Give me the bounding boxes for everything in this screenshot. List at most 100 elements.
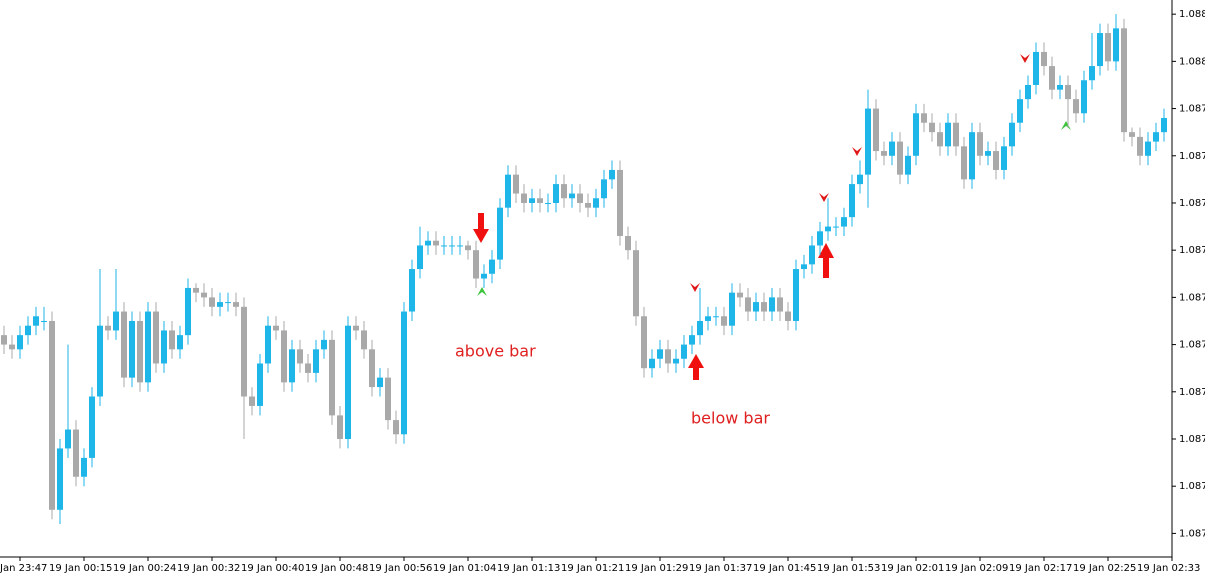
candle-body <box>369 349 375 388</box>
candle-body <box>609 169 615 180</box>
candle-body <box>1 335 7 345</box>
candle-body <box>1089 66 1095 81</box>
candle-body <box>257 363 263 406</box>
candle-body <box>297 349 303 364</box>
arrow-down <box>473 213 489 243</box>
candle-body <box>89 396 95 458</box>
candle-body <box>17 335 23 350</box>
candle-body <box>569 193 575 199</box>
candle-body <box>985 151 991 156</box>
candle-body <box>465 245 471 251</box>
candle-body <box>953 122 959 147</box>
candle-body <box>849 184 855 218</box>
candle-body <box>945 122 951 147</box>
candle-body <box>361 330 367 350</box>
candle-body <box>473 250 479 279</box>
x-tick-label: 19 Jan 02:17 <box>1009 563 1072 574</box>
candle-body <box>249 396 255 406</box>
candle-body <box>721 316 727 326</box>
candle-body <box>1121 28 1127 133</box>
candle-body <box>337 415 343 439</box>
candle-body <box>73 429 79 477</box>
candle-body <box>393 420 399 435</box>
candle-body <box>57 448 63 510</box>
y-tick-label: 1.0872 <box>1179 434 1205 445</box>
candle-body <box>841 217 847 227</box>
candle-body <box>977 132 983 156</box>
candle-body <box>425 240 431 246</box>
candle-body <box>273 325 279 331</box>
candle-body <box>1137 136 1143 156</box>
candle-body <box>889 141 895 156</box>
candle-body <box>713 316 719 318</box>
candle-body <box>209 297 215 307</box>
x-tick-label: 19 Jan 01:21 <box>561 563 624 574</box>
x-tick-label: 19 Jan 00:48 <box>305 563 368 574</box>
candle-body <box>1065 84 1071 100</box>
candle-body <box>681 344 687 359</box>
candle-body <box>121 311 127 378</box>
x-tick-label: 19 Jan 00:24 <box>113 563 176 574</box>
candle-body <box>1017 99 1023 123</box>
y-tick-label: 1.0875 <box>1179 292 1205 303</box>
candle-body <box>561 184 567 199</box>
candle-body <box>1161 118 1167 133</box>
arrow-up <box>688 354 704 380</box>
candle-body <box>313 349 319 373</box>
candle-body <box>913 113 919 156</box>
candle-body <box>833 226 839 228</box>
y-tick-label: 1.0870 <box>1179 528 1205 539</box>
candle-body <box>1001 146 1007 170</box>
candle-body <box>1073 99 1079 114</box>
candle-body <box>993 151 999 170</box>
fractal-marker <box>1061 121 1071 130</box>
candle-body <box>601 179 607 199</box>
candle-body <box>409 269 415 312</box>
candle-body <box>905 155 911 175</box>
y-tick-label: 1.0879 <box>1179 104 1205 115</box>
candle-body <box>321 339 327 350</box>
y-tick-label: 1.0878 <box>1179 151 1205 162</box>
candle-body <box>433 240 439 246</box>
candle-body <box>233 302 239 307</box>
candle-body <box>673 358 679 364</box>
candle-body <box>585 202 591 208</box>
fractal-marker <box>690 283 700 292</box>
candle-body <box>529 198 535 203</box>
candle-body <box>1153 132 1159 142</box>
candle-body <box>969 132 975 180</box>
candle-body <box>1129 132 1135 137</box>
candle-body <box>617 169 623 237</box>
fractal-marker <box>1020 54 1030 63</box>
candle-body <box>401 311 407 435</box>
candle-body <box>633 250 639 317</box>
candle-body <box>489 259 495 274</box>
candle-body <box>161 330 167 364</box>
candle-body <box>9 344 15 350</box>
candle-body <box>105 325 111 331</box>
candle-body <box>289 349 295 383</box>
candle-body <box>145 311 151 383</box>
candle-body <box>481 273 487 279</box>
x-tick-label: 19 Jan 01:45 <box>753 563 816 574</box>
candle-body <box>1097 33 1103 67</box>
candle-body <box>417 245 423 270</box>
candle-body <box>1033 51 1039 85</box>
x-tick-label: 19 Jan 01:53 <box>817 563 880 574</box>
candle-body <box>1009 122 1015 147</box>
candle-body <box>697 320 703 336</box>
candle-body <box>377 377 383 388</box>
candle-body <box>1145 141 1151 156</box>
candle-body <box>241 306 247 397</box>
candle-body <box>281 330 287 383</box>
candle-body <box>353 325 359 331</box>
candle-body <box>113 311 119 331</box>
candle-body <box>81 457 87 477</box>
x-tick-label: 19 Jan 02:25 <box>1073 563 1136 574</box>
candle-body <box>657 349 663 359</box>
x-tick-label: 19 Jan 02:01 <box>881 563 944 574</box>
candle-body <box>753 302 759 312</box>
candle-body <box>873 108 879 152</box>
candle-body <box>785 311 791 321</box>
